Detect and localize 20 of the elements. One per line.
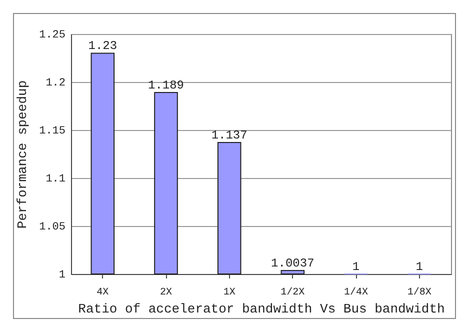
data-label: 1.0037 [271, 256, 314, 270]
x-tick-label: 4X [96, 288, 109, 298]
y-tick-label: 1.25 [39, 30, 66, 42]
x-axis-title: Ratio of accelerator bandwidth Vs Bus bandwidth [78, 302, 445, 316]
x-tick-label: 2X [160, 288, 172, 298]
y-tick-label: 1.05 [39, 222, 66, 234]
data-label: 1.189 [148, 78, 184, 93]
x-tick-label: 1/4X [344, 286, 368, 298]
x-tick-label: 1/2X [280, 286, 305, 298]
y-tick-label: 1.15 [39, 126, 66, 138]
data-label: 1.23 [88, 39, 118, 54]
data-label: 1 [416, 260, 423, 274]
x-tick-label: 1X [223, 288, 236, 298]
x-tick-label: 1/8X [407, 286, 432, 298]
y-tick-label: 1.2 [46, 78, 66, 90]
data-label: 1.137 [211, 128, 248, 142]
y-tick-label: 1.1 [46, 174, 66, 186]
y-axis-title: Performance speedup [15, 80, 30, 229]
data-label: 1 [352, 260, 360, 274]
y-tick-label: 1 [58, 270, 66, 282]
